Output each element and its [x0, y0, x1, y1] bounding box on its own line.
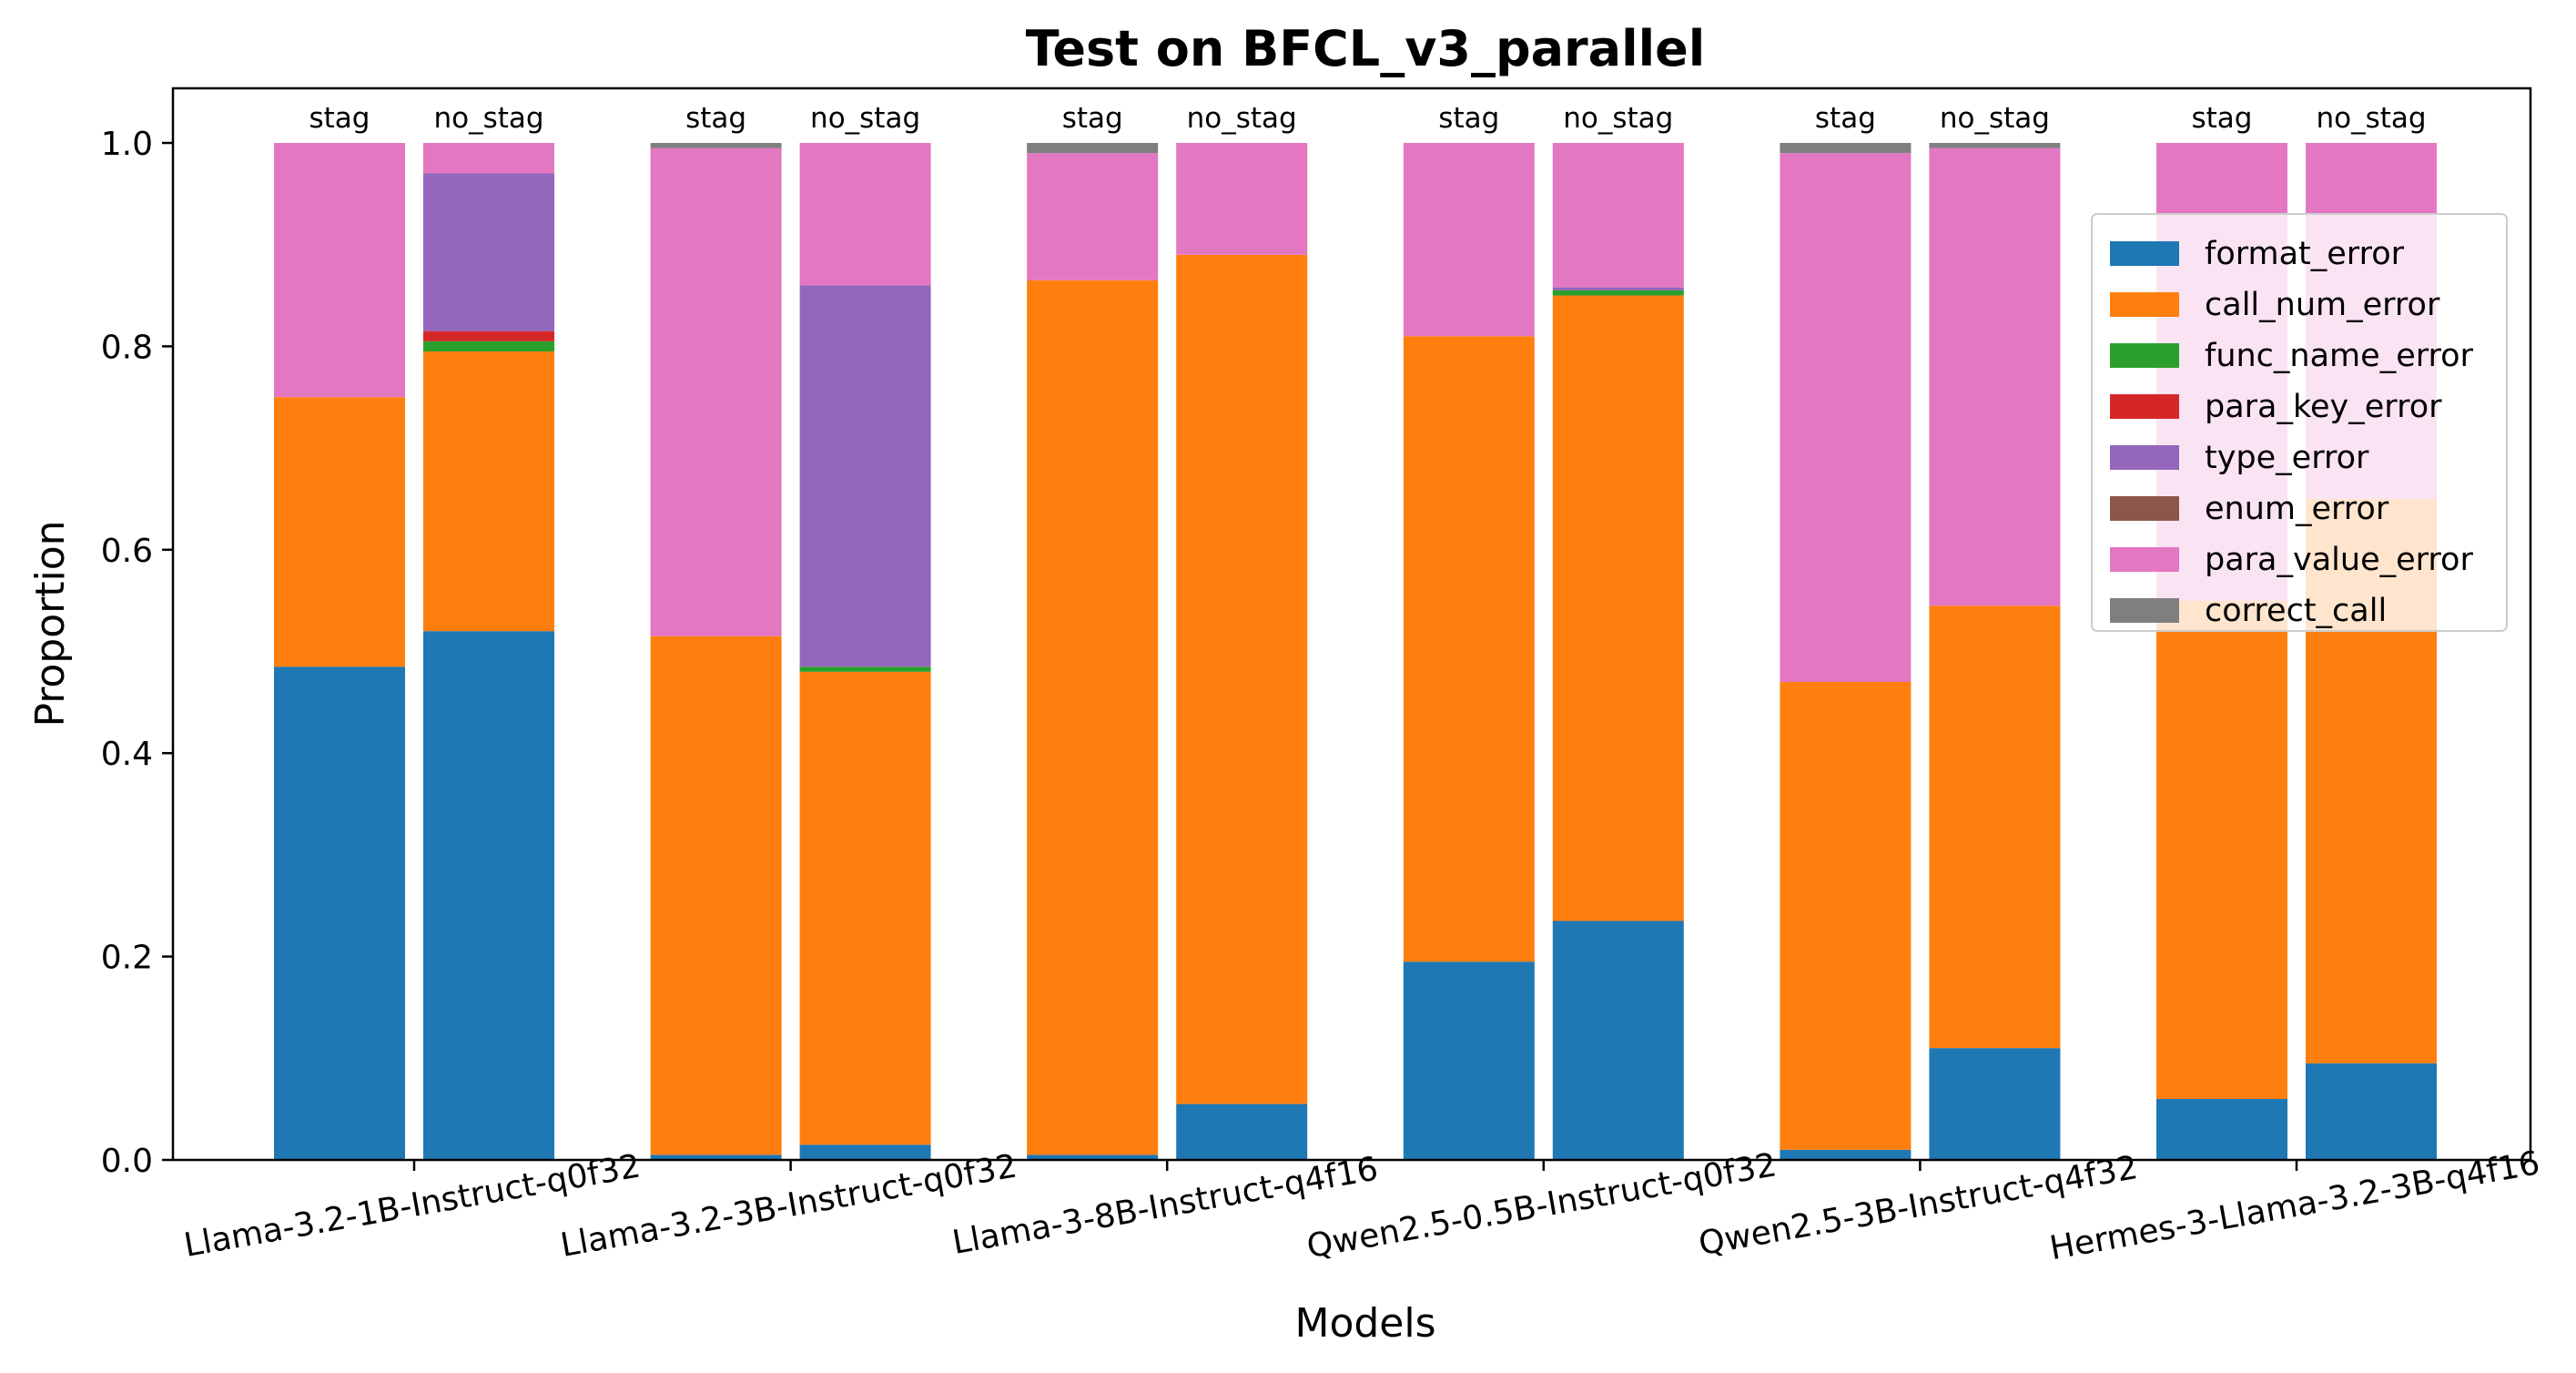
bar-label-stag: stag — [1815, 102, 1876, 135]
bar-segment-call-num-error-stag — [1403, 336, 1535, 962]
bar-segment-type-error-no-stag — [1552, 287, 1684, 290]
bar-label-no-stag: no_stag — [810, 102, 920, 135]
legend-label-func-name-error: func_name_error — [2205, 338, 2474, 374]
bar-label-no-stag: no_stag — [1563, 102, 1673, 135]
bar-label-stag: stag — [309, 102, 370, 135]
plot-frame — [171, 86, 2532, 1162]
bar-segment-call-num-error-no-stag — [1176, 254, 1308, 1104]
bar-segment-format-error-stag — [274, 666, 405, 1160]
bar-segment-para-value-error-stag — [650, 147, 782, 636]
bar-segment-func-name-error-no-stag — [1552, 290, 1684, 296]
bar-segment-func-name-error-no-stag — [799, 666, 931, 672]
bar-label-no-stag: no_stag — [1940, 102, 2050, 135]
bar-segment-para-key-error-no-stag — [423, 331, 554, 341]
bar-segment-para-value-error-no-stag — [1929, 147, 2061, 606]
bars-group — [274, 143, 2437, 1160]
bar-label-stag: stag — [2192, 102, 2253, 135]
legend: format_error call_num_error func_name_erro… — [2091, 213, 2508, 632]
bar-segment-call-num-error-stag — [1027, 280, 1159, 1155]
bar-segment-correct-call-stag — [1027, 143, 1159, 154]
bar-labels-group: stag no_stag stag no_stag stag no_stag stag no_… — [309, 102, 2427, 135]
bar-label-no-stag: no_stag — [1187, 102, 1297, 135]
legend-label-enum-error: enum_error — [2205, 491, 2389, 527]
legend-swatch-para-key-error — [2110, 394, 2179, 419]
legend-label-correct-call: correct_call — [2205, 593, 2387, 629]
legend-swatch-call-num-error — [2110, 292, 2179, 317]
legend-swatch-func-name-error — [2110, 343, 2179, 368]
x-axis-label: Models — [1294, 1300, 1435, 1347]
legend-box — [2091, 213, 2508, 632]
bar-segment-format-error-no-stag — [423, 631, 554, 1160]
y-axis: 0.0 0.2 0.4 0.6 0.8 1.0 — [101, 126, 173, 1180]
bar-segment-type-error-no-stag — [423, 173, 554, 331]
bar-segment-correct-call-no-stag — [1929, 143, 2061, 148]
legend-label-para-key-error: para_key_error — [2205, 389, 2442, 425]
bar-segment-para-value-error-stag — [1403, 143, 1535, 337]
y-tick-label: 0.4 — [101, 736, 153, 773]
bar-segment-type-error-no-stag — [799, 285, 931, 667]
bar-segment-format-error-stag — [1027, 1154, 1159, 1160]
bar-segment-call-num-error-stag — [2156, 600, 2287, 1099]
legend-swatch-correct-call — [2110, 598, 2179, 623]
bar-segment-call-num-error-no-stag — [1929, 605, 2061, 1049]
bar-segment-para-value-error-no-stag — [1176, 143, 1308, 255]
bar-label-stag: stag — [1062, 102, 1123, 135]
chart-title: Test on BFCL_v3_parallel — [1026, 20, 1706, 77]
legend-swatch-para-value-error — [2110, 547, 2179, 572]
bar-segment-format-error-stag — [650, 1154, 782, 1160]
y-tick-label: 0.2 — [101, 940, 153, 977]
legend-label-call-num-error: call_num_error — [2205, 287, 2440, 323]
bar-segment-format-error-no-stag — [1929, 1048, 2061, 1160]
bar-segment-correct-call-stag — [650, 143, 782, 148]
y-tick-label: 0.8 — [101, 329, 153, 366]
bar-segment-call-num-error-stag — [274, 397, 405, 667]
bar-segment-para-value-error-no-stag — [423, 143, 554, 174]
bar-segment-format-error-stag — [1780, 1149, 1912, 1160]
bar-segment-format-error-no-stag — [799, 1144, 931, 1160]
bar-segment-call-num-error-no-stag — [1552, 295, 1684, 921]
legend-label-para-value-error: para_value_error — [2205, 542, 2473, 578]
bar-segment-format-error-no-stag — [2306, 1063, 2437, 1160]
bar-label-no-stag: no_stag — [2316, 102, 2426, 135]
bar-segment-para-value-error-stag — [1780, 153, 1912, 683]
y-tick-label: 0.6 — [101, 533, 153, 570]
legend-label-format-error: format_error — [2205, 236, 2405, 272]
bar-segment-format-error-stag — [2156, 1098, 2287, 1160]
bar-label-stag: stag — [685, 102, 746, 135]
bar-segment-call-num-error-no-stag — [423, 351, 554, 632]
bar-label-stag: stag — [1438, 102, 1499, 135]
bar-segment-call-num-error-stag — [1780, 682, 1912, 1150]
legend-swatch-format-error — [2110, 241, 2179, 266]
bar-segment-para-value-error-stag — [1027, 153, 1159, 280]
legend-swatch-type-error — [2110, 445, 2179, 470]
legend-label-type-error: type_error — [2205, 440, 2369, 476]
bar-segment-para-value-error-stag — [274, 143, 405, 398]
bar-label-no-stag: no_stag — [433, 102, 543, 135]
bar-segment-call-num-error-no-stag — [799, 671, 931, 1145]
bar-segment-format-error-stag — [1403, 961, 1535, 1160]
bar-segment-para-value-error-no-stag — [799, 143, 931, 286]
bar-segment-format-error-no-stag — [1552, 920, 1684, 1160]
bar-segment-func-name-error-no-stag — [423, 341, 554, 351]
bar-segment-format-error-no-stag — [1176, 1103, 1308, 1160]
bar-segment-para-value-error-no-stag — [1552, 143, 1684, 288]
y-tick-label: 1.0 — [101, 126, 153, 163]
y-axis-label: Proportion — [27, 520, 74, 727]
bar-segment-correct-call-stag — [1780, 143, 1912, 154]
y-tick-label: 0.0 — [101, 1143, 153, 1180]
legend-swatch-enum-error — [2110, 496, 2179, 521]
bar-segment-call-num-error-stag — [650, 636, 782, 1155]
